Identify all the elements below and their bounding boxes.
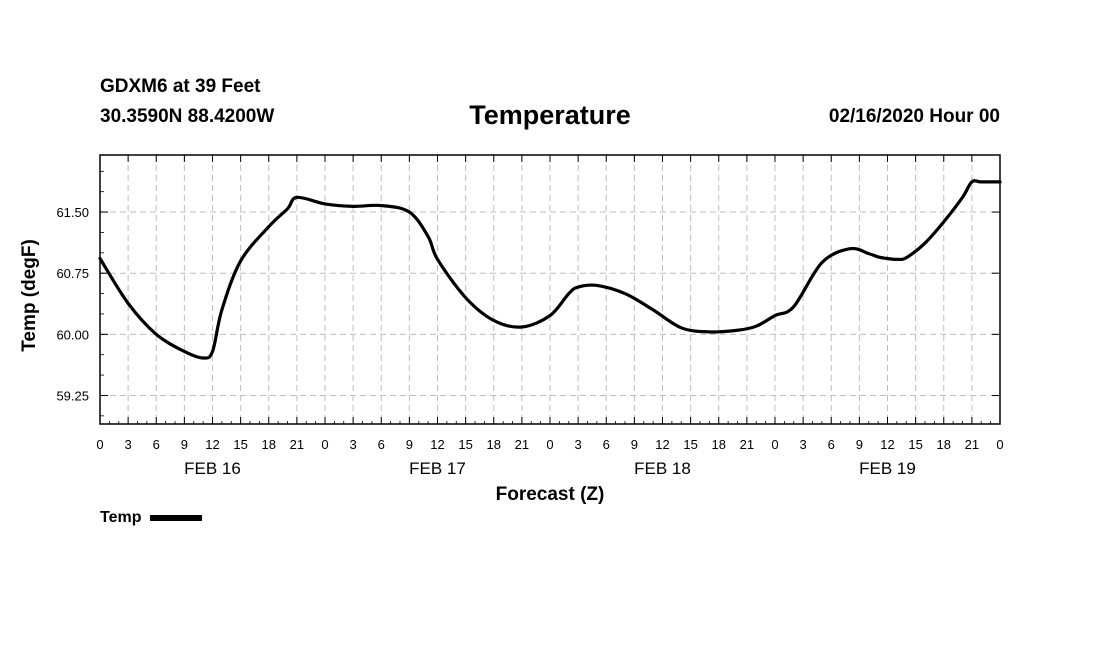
y-tick-label: 59.25	[56, 388, 89, 403]
x-tick-label: 12	[655, 437, 669, 452]
x-tick-label: 0	[996, 437, 1003, 452]
x-tick-label: 3	[800, 437, 807, 452]
grid-lines	[100, 155, 1000, 424]
y-tick-label: 61.50	[56, 205, 89, 220]
x-tick-label: 21	[965, 437, 979, 452]
legend-label: Temp	[100, 509, 142, 526]
x-tick-label: 18	[937, 437, 951, 452]
coordinates-label: 30.3590N 88.4200W	[100, 106, 275, 127]
x-tick-label: 15	[233, 437, 247, 452]
x-tick-label: 21	[515, 437, 529, 452]
x-tick-label: 9	[181, 437, 188, 452]
x-tick-label: 3	[350, 437, 357, 452]
forecast-datetime-label: 02/16/2020 Hour 00	[828, 106, 1000, 127]
plot-frame	[99, 154, 1001, 425]
x-tick-label: 18	[262, 437, 276, 452]
x-tick-label: 9	[406, 437, 413, 452]
y-tick-label: 60.75	[56, 266, 89, 281]
x-tick-label: 3	[125, 437, 132, 452]
date-label: FEB 19	[859, 459, 916, 478]
tick-labels: 0 3 6 9 12 15 18 21 0 3 6 9 12 15 18 21 0 3 6 9 12 15 18 21 0 3 6 9…	[56, 205, 1003, 478]
x-tick-label: 0	[321, 437, 328, 452]
x-tick-label: 6	[603, 437, 610, 452]
y-axis-title: Temp (degF)	[19, 239, 40, 352]
x-tick-label: 12	[880, 437, 894, 452]
x-tick-label: 18	[487, 437, 501, 452]
x-tick-label: 15	[458, 437, 472, 452]
temp-series-line	[98, 179, 1002, 360]
x-tick-label: 12	[430, 437, 444, 452]
x-tick-label: 6	[153, 437, 160, 452]
x-tick-label: 21	[740, 437, 754, 452]
date-label: FEB 18	[634, 459, 691, 478]
date-label: FEB 16	[184, 459, 241, 478]
chart-title: Temperature	[469, 100, 631, 130]
x-tick-label: 3	[575, 437, 582, 452]
x-tick-label: 6	[378, 437, 385, 452]
x-tick-label: 18	[712, 437, 726, 452]
x-axis-title: Forecast (Z)	[496, 484, 605, 505]
x-tick-label: 9	[856, 437, 863, 452]
x-tick-label: 21	[290, 437, 304, 452]
date-label: FEB 17	[409, 459, 466, 478]
x-tick-label: 15	[908, 437, 922, 452]
x-tick-label: 15	[683, 437, 697, 452]
legend-swatch	[150, 515, 203, 521]
station-label: GDXM6 at 39 Feet	[100, 76, 261, 97]
x-tick-label: 6	[828, 437, 835, 452]
x-tick-label: 0	[96, 437, 103, 452]
x-tick-label: 0	[546, 437, 553, 452]
x-tick-label: 9	[631, 437, 638, 452]
x-tick-label: 0	[771, 437, 778, 452]
x-tick-label: 12	[205, 437, 219, 452]
chart-legend: Temp	[100, 509, 203, 527]
y-tick-label: 60.00	[56, 327, 89, 342]
